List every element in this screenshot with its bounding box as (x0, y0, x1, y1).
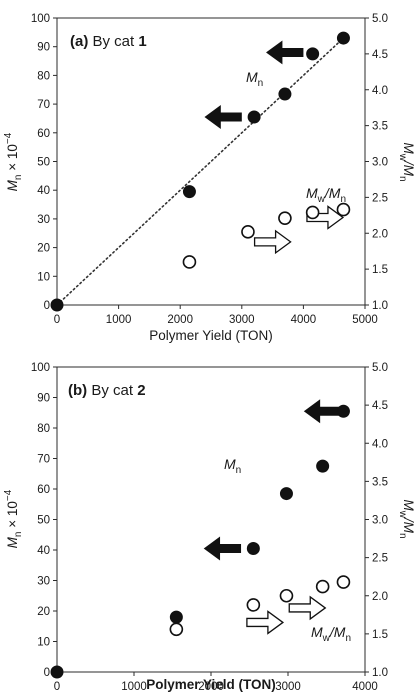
y-right-axis-label: Mw/Mn (397, 142, 416, 181)
y-right-tick-label: 1.0 (372, 300, 388, 312)
x-tick-label: 4000 (291, 314, 317, 326)
right-arrow-open-icon (246, 610, 284, 635)
mn-data-point (316, 459, 330, 473)
y-left-tick-label: 20 (37, 243, 50, 255)
y-right-tick-label: 3.5 (372, 476, 388, 488)
y-right-tick-label: 2.0 (372, 591, 388, 603)
y-right-tick-label: 3.0 (372, 515, 388, 527)
y-right-tick-label: 3.0 (372, 157, 388, 169)
panel-a: 0 1000 2000 3000 4000 5000 0 10 20 30 40 50 60 70 80 9… (3, 13, 416, 343)
y-left-tick-label: 80 (37, 423, 50, 435)
y-left-tick-label: 0 (44, 300, 50, 312)
y-left-tick-label: 50 (37, 515, 50, 527)
mwmn-series-label: Mw/Mn (306, 185, 346, 205)
panel-b: 0 1000 2000 3000 4000 0 10 20 30 40 50 60 70 80 90 100… (3, 362, 416, 692)
mn-series-label: Mn (246, 69, 263, 89)
mn-data-point (50, 665, 64, 679)
y-left-tick-label: 20 (37, 606, 50, 618)
mwmn-data-point (246, 598, 261, 612)
mn-data-point (278, 87, 292, 101)
x-tick-label: 4000 (352, 681, 378, 692)
y-left-tick-label: 30 (37, 214, 50, 226)
y-left-tick-label: 100 (31, 362, 50, 374)
y-left-tick-label: 60 (37, 484, 50, 496)
mn-data-point (336, 31, 350, 45)
mn-data-point (336, 404, 350, 418)
x-tick-label: 1000 (121, 681, 147, 692)
mwmn-data-point (315, 579, 330, 594)
y-right-tick-label: 4.0 (372, 85, 388, 97)
y-right-tick-label: 4.5 (372, 49, 388, 61)
left-arrow-filled-icon (303, 399, 342, 424)
x-tick-label: 0 (54, 314, 60, 326)
mwmn-data-point (278, 211, 292, 225)
mwmn-data-point (279, 588, 294, 603)
y-right-tick-label: 5.0 (372, 13, 388, 25)
mwmn-data-point (336, 202, 351, 217)
mwmn-data-point (241, 225, 255, 239)
x-tick-label: 5000 (352, 314, 378, 326)
y-right-tick-label: 4.0 (372, 438, 388, 450)
mn-data-point (306, 47, 320, 61)
y-left-tick-label: 100 (31, 13, 50, 25)
y-left-tick-label: 80 (37, 70, 50, 82)
mn-data-point (279, 487, 293, 501)
y-right-tick-label: 2.0 (372, 228, 388, 240)
x-tick-label: 2000 (198, 681, 224, 692)
left-arrow-filled-icon (266, 40, 304, 65)
y-right-tick-label: 1.5 (372, 629, 388, 641)
y-left-tick-label: 60 (37, 128, 50, 140)
left-arrow-filled-icon (204, 105, 242, 130)
panel-title: (a) By cat 1 (70, 33, 147, 50)
y-left-tick-label: 50 (37, 157, 50, 169)
y-left-tick-label: 90 (37, 42, 50, 54)
mn-data-point (246, 541, 260, 555)
y-right-tick-label: 2.5 (372, 553, 388, 565)
mn-data-point (182, 185, 196, 199)
mwmn-data-point (169, 622, 184, 637)
y-left-tick-label: 90 (37, 393, 50, 405)
y-right-tick-label: 4.5 (372, 400, 388, 412)
x-tick-label: 0 (54, 681, 60, 692)
mn-series-label: Mn (224, 456, 241, 476)
mwmn-data-point (305, 205, 320, 220)
x-axis-label: Polymer Yield (TON) (146, 677, 276, 692)
right-arrow-open-icon (253, 229, 292, 255)
left-arrow-filled-icon (203, 536, 242, 561)
y-right-tick-label: 1.0 (372, 667, 388, 679)
x-tick-label: 1000 (106, 314, 132, 326)
y-left-tick-label: 70 (37, 99, 50, 111)
x-tick-label: 3000 (275, 681, 301, 692)
x-axis-label: Polymer Yield (TON) (149, 328, 273, 343)
mn-data-point (169, 610, 183, 624)
y-left-tick-label: 0 (44, 667, 50, 679)
x-tick-label: 2000 (167, 314, 193, 326)
mwmn-data-point (336, 575, 351, 589)
y-left-axis-label: Mn × 10−4 (3, 132, 24, 191)
y-right-tick-label: 3.5 (372, 121, 388, 133)
y-right-tick-label: 5.0 (372, 362, 388, 374)
trendline (56, 37, 345, 306)
y-left-tick-label: 40 (37, 185, 50, 197)
y-left-axis-label: Mn × 10−4 (3, 489, 24, 548)
y-right-tick-label: 1.5 (372, 264, 388, 276)
mn-data-point (50, 298, 64, 312)
y-left-tick-label: 30 (37, 576, 50, 588)
right-arrow-open-icon (288, 595, 327, 621)
mn-data-point (247, 110, 261, 124)
panel-title: (b) By cat 2 (68, 382, 146, 399)
mwmn-series-label: Mw/Mn (311, 624, 351, 644)
y-left-tick-label: 40 (37, 545, 50, 557)
y-left-tick-label: 10 (37, 271, 50, 283)
y-left-tick-label: 10 (37, 637, 50, 649)
mwmn-data-point (182, 255, 197, 269)
y-left-tick-label: 70 (37, 454, 50, 466)
y-right-axis-label: Mw/Mn (397, 499, 416, 538)
y-right-tick-label: 2.5 (372, 192, 388, 204)
right-arrow-open-icon (306, 205, 345, 230)
x-tick-label: 3000 (229, 314, 255, 326)
